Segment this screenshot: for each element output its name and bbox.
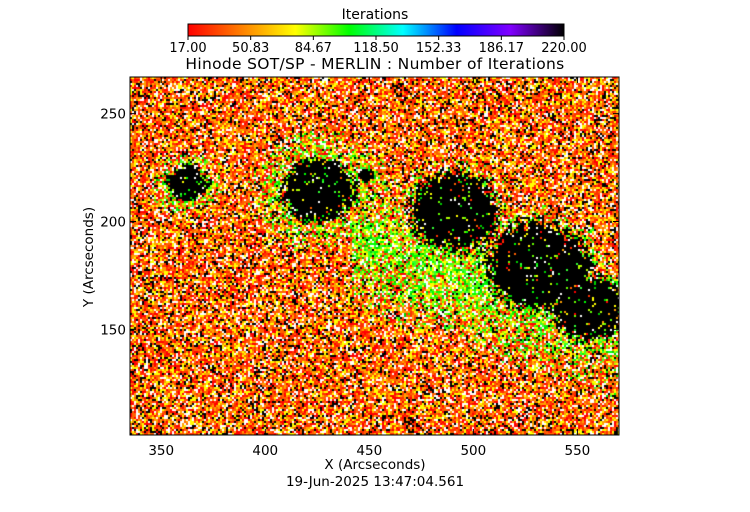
colorbar-tick-label: 84.67 (295, 41, 332, 56)
colorbar-tick-label: 17.00 (169, 41, 206, 56)
y-tick-label: 200 (100, 214, 126, 230)
colorbar-tick-label: 118.50 (353, 41, 399, 56)
x-tick-label: 400 (252, 443, 278, 459)
colorbar-ticks: 17.00 50.83 84.67 118.50 152.33 186.17 220.00 (169, 36, 587, 56)
x-axis-label: X (Arcseconds) (324, 457, 425, 473)
iterations-map (130, 77, 619, 435)
colorbar-title: Iterations (342, 7, 409, 23)
x-tick-label: 450 (356, 443, 382, 459)
y-axis-ticks: 150 200 250 (100, 107, 619, 338)
timestamp: 19-Jun-2025 13:47:04.561 (286, 474, 464, 490)
colorbar-tick-label: 152.33 (416, 41, 462, 56)
y-axis-label: Y (Arcseconds) (81, 207, 97, 308)
chart-title: Hinode SOT/SP - MERLIN : Number of Itera… (185, 55, 564, 73)
y-tick-label: 250 (100, 107, 126, 123)
x-tick-label: 500 (460, 443, 486, 459)
x-tick-label: 350 (148, 443, 174, 459)
colorbar (187, 23, 565, 37)
colorbar-tick-label: 220.00 (541, 41, 587, 56)
iterations-raster (130, 77, 619, 435)
plot-frame (129, 76, 620, 436)
colorbar-tick-label: 186.17 (479, 41, 525, 56)
x-tick-label: 550 (564, 443, 590, 459)
colorbar-tick-label: 50.83 (232, 41, 269, 56)
x-axis-ticks: 350 400 450 500 550 (148, 77, 590, 459)
y-tick-label: 150 (100, 322, 126, 338)
